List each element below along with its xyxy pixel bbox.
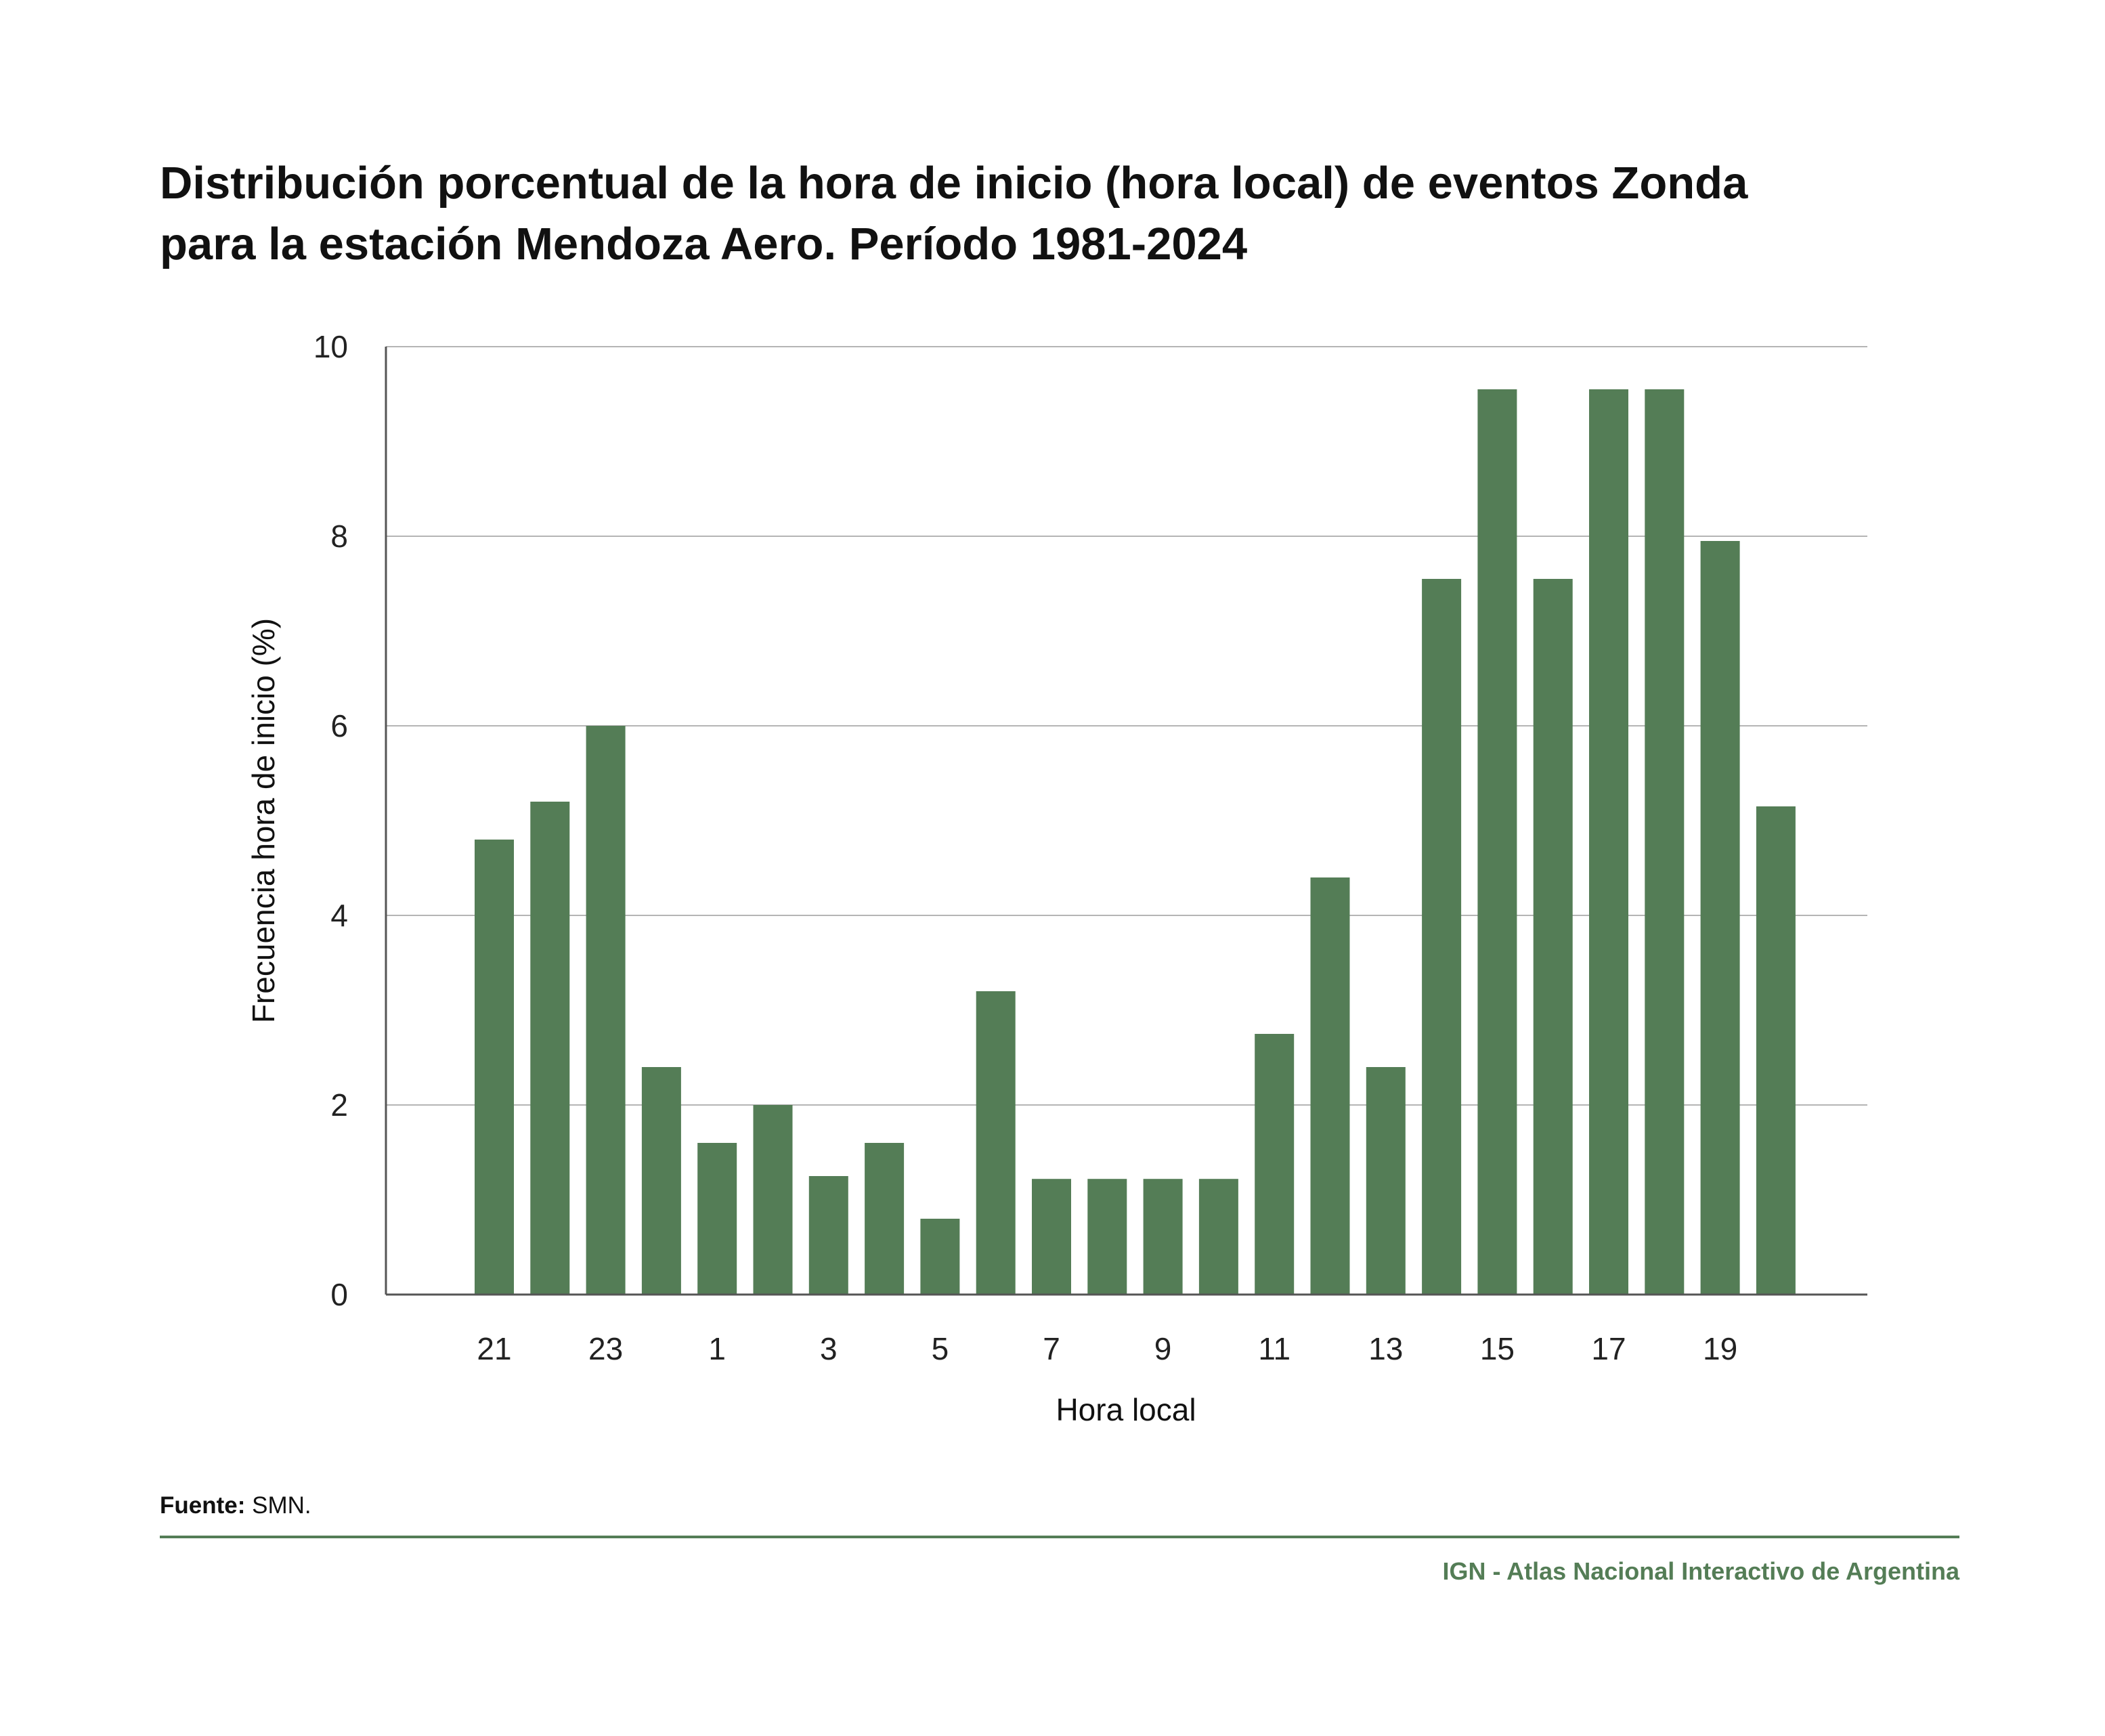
bar bbox=[1032, 1179, 1071, 1295]
x-axis-label: Hora local bbox=[1056, 1392, 1196, 1427]
x-tick-label: 11 bbox=[1258, 1331, 1290, 1366]
x-tick-label: 7 bbox=[1043, 1331, 1060, 1366]
bar bbox=[1756, 806, 1796, 1295]
bar bbox=[530, 802, 570, 1295]
bar bbox=[753, 1105, 793, 1295]
x-tick-label: 5 bbox=[932, 1331, 949, 1366]
bar bbox=[920, 1219, 960, 1295]
y-tick-labels: 0 2 4 6 8 10 bbox=[313, 329, 348, 1312]
bar bbox=[1366, 1067, 1406, 1295]
bar bbox=[976, 991, 1016, 1295]
bar bbox=[1700, 541, 1740, 1295]
bar bbox=[586, 726, 626, 1295]
bar bbox=[1255, 1034, 1295, 1295]
x-tick-label: 3 bbox=[820, 1331, 838, 1366]
axes bbox=[385, 347, 1867, 1296]
x-tick-labels: 21 23 1 3 5 7 9 11 13 15 17 19 bbox=[477, 1331, 1737, 1366]
y-tick-label: 2 bbox=[330, 1087, 348, 1123]
bar bbox=[697, 1143, 737, 1295]
x-tick-label: 9 bbox=[1154, 1331, 1172, 1366]
y-tick-label: 6 bbox=[330, 708, 348, 743]
x-tick-label: 13 bbox=[1368, 1331, 1403, 1366]
bar bbox=[1477, 389, 1517, 1295]
x-tick-label: 15 bbox=[1480, 1331, 1515, 1366]
bar bbox=[1422, 579, 1462, 1295]
bar bbox=[1310, 877, 1350, 1295]
x-tick-label: 23 bbox=[588, 1331, 623, 1366]
x-tick-label: 19 bbox=[1703, 1331, 1737, 1366]
bar bbox=[1645, 389, 1685, 1295]
y-tick-label: 10 bbox=[313, 329, 348, 364]
credit-text: IGN - Atlas Nacional Interactivo de Arge… bbox=[1442, 1557, 1960, 1585]
bar bbox=[865, 1143, 905, 1295]
y-tick-label: 0 bbox=[330, 1277, 348, 1312]
bar bbox=[808, 1176, 848, 1295]
bar bbox=[1589, 389, 1628, 1295]
y-axis-label: Frecuencia hora de inicio (%) bbox=[246, 618, 281, 1023]
bar bbox=[1143, 1179, 1183, 1295]
footer-divider bbox=[160, 1536, 1959, 1538]
source-value: SMN. bbox=[252, 1492, 311, 1519]
y-tick-label: 4 bbox=[330, 898, 348, 933]
x-tick-label: 17 bbox=[1591, 1331, 1626, 1366]
bars bbox=[475, 389, 1796, 1295]
bar bbox=[1533, 579, 1573, 1295]
y-tick-label: 8 bbox=[330, 519, 348, 554]
bar bbox=[1198, 1179, 1238, 1295]
bar bbox=[475, 840, 514, 1295]
chart-title-line-2: para la estación Mendoza Aero. Período 1… bbox=[160, 219, 1248, 269]
x-tick-label: 21 bbox=[477, 1331, 511, 1366]
source-label: Fuente: bbox=[160, 1492, 246, 1519]
chart-title-line-1: Distribución porcentual de la hora de in… bbox=[160, 158, 1748, 209]
source-note: Fuente: SMN. bbox=[160, 1492, 311, 1519]
chart-title: Distribución porcentual de la hora de in… bbox=[160, 153, 1988, 275]
x-tick-label: 1 bbox=[708, 1331, 726, 1366]
bar bbox=[641, 1067, 681, 1295]
bar bbox=[1087, 1179, 1127, 1295]
